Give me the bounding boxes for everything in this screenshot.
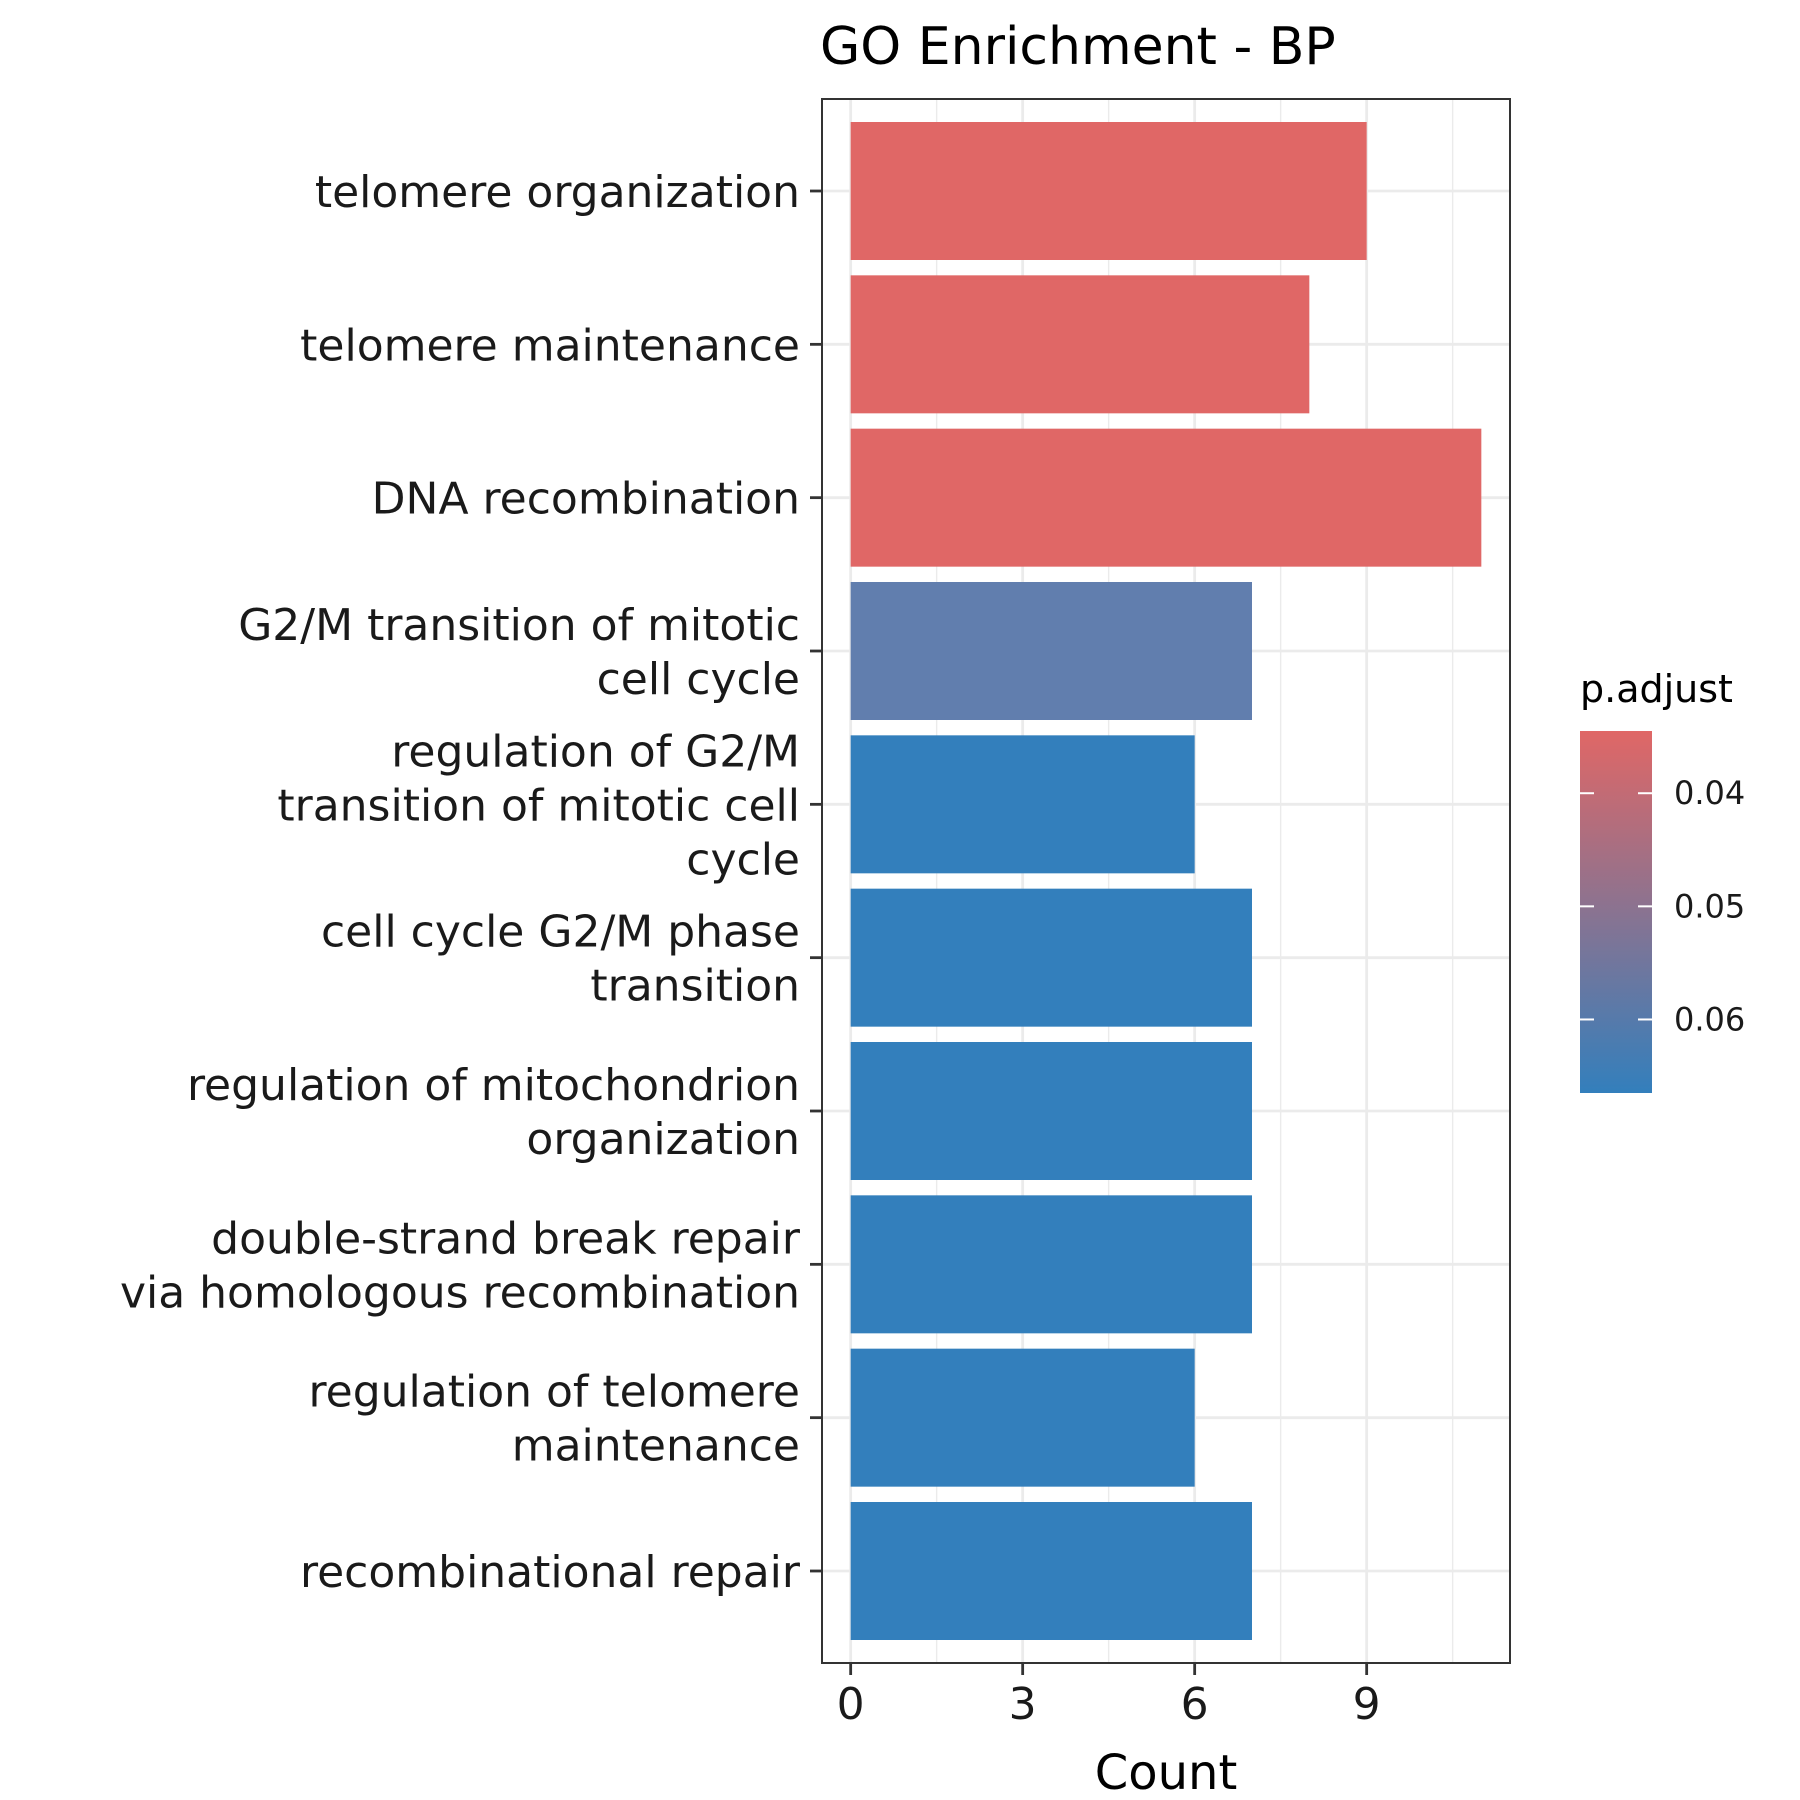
plot-panel-border: [821, 98, 1511, 1664]
bar: [850, 1042, 1252, 1180]
legend-tick-label: 0.04: [1674, 774, 1745, 812]
bar: [850, 122, 1367, 260]
bar: [850, 428, 1482, 567]
x-axis-ticks: 0 3 6 9: [837, 1663, 1381, 1730]
y-tick-label: regulation of G2/M transition of mitotic …: [277, 726, 800, 885]
legend-tick-label: 0.06: [1674, 1000, 1745, 1038]
y-axis-ticks: [810, 189, 822, 1573]
x-tick-label: 3: [1009, 1679, 1037, 1730]
legend-colorbar: [1580, 731, 1652, 1093]
legend-ticks: 0.04 0.05 0.06: [1580, 774, 1745, 1038]
legend-tick-label: 0.05: [1674, 887, 1745, 925]
y-tick-label: regulation of mitochondrion organization: [187, 1060, 800, 1165]
y-tick-label: recombinational repair: [300, 1547, 801, 1598]
y-tick-label: cell cycle G2/M phase transition: [321, 907, 800, 1012]
x-tick-label: 0: [837, 1679, 865, 1730]
x-axis-title: Count: [1095, 1745, 1238, 1800]
y-tick-label: regulation of telomere maintenance: [309, 1367, 800, 1472]
bars: [850, 122, 1482, 1640]
legend: p.adjust 0.04 0.05 0.06: [1580, 667, 1745, 1093]
legend-title: p.adjust: [1580, 667, 1733, 711]
y-tick-label: DNA recombination: [372, 474, 800, 525]
bar: [850, 1502, 1252, 1640]
chart-title: GO Enrichment - BP: [820, 17, 1336, 77]
x-tick-label: 9: [1353, 1679, 1381, 1730]
bar: [850, 1195, 1252, 1334]
bar: [850, 888, 1252, 1027]
x-tick-label: 6: [1181, 1679, 1209, 1730]
y-tick-label: telomere maintenance: [300, 320, 800, 371]
y-axis-labels: telomere organization telomere maintenanc…: [120, 167, 801, 1598]
y-tick-label: G2/M transition of mitotic cell cycle: [238, 600, 800, 705]
bar: [850, 1348, 1195, 1487]
bar: [850, 275, 1310, 414]
bar: [850, 735, 1195, 874]
bar: [850, 582, 1252, 720]
y-tick-label: telomere organization: [315, 167, 800, 218]
y-tick-label: double-strand break repair via homologous…: [120, 1213, 801, 1318]
